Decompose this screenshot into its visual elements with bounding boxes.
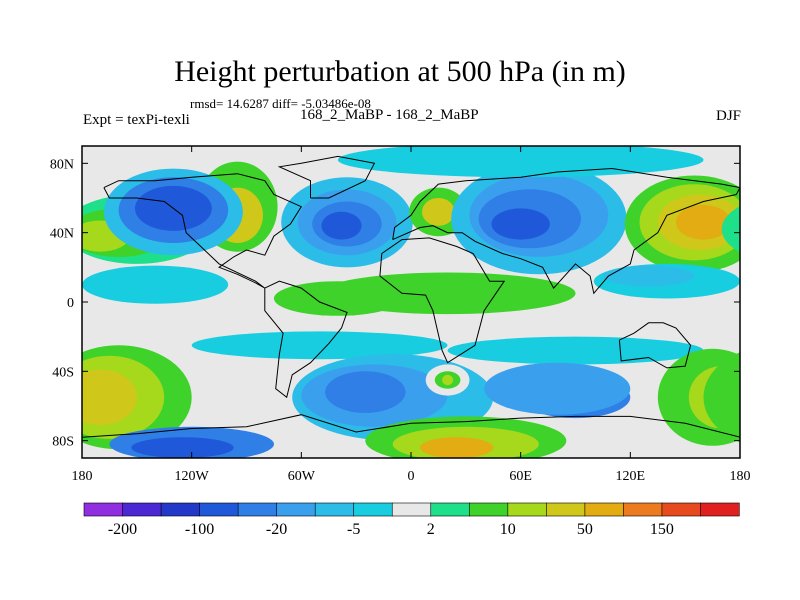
contour-sh-high-south-3: [420, 437, 494, 458]
contour-tropics-teal-e2: [602, 265, 695, 287]
x-tick-label: 60E: [509, 469, 532, 484]
contour-natl-low-4: [321, 211, 362, 240]
contour-antarctic-low-w2: [131, 437, 234, 458]
colorbar-swatch: [83, 502, 124, 517]
colorbar-swatch: [468, 502, 509, 517]
colorbar-label: 50: [577, 521, 593, 538]
colorbar-label: -20: [266, 521, 287, 538]
contour-field: [82, 146, 740, 458]
stats-label: rmsd= 14.6287 diff= -5.03486e-08: [190, 96, 371, 111]
contour-tropics-green-2: [273, 281, 402, 316]
colorbar-swatch: [199, 502, 239, 517]
colorbar-swatch: [122, 502, 162, 517]
contour-satl-low-3: [325, 371, 406, 413]
colorbar-swatch: [237, 502, 278, 517]
colorbar-swatch: [353, 502, 393, 517]
coastline-north-america: [103, 173, 303, 289]
coastline-greenland: [277, 155, 376, 199]
page-title: Height perturbation at 500 hPa (in m): [174, 55, 626, 88]
colorbar-swatch: [391, 502, 432, 517]
colorbar-swatch: [700, 502, 740, 517]
x-tick-label: 180: [72, 469, 93, 484]
contour-pacific-pos-wrap: [721, 206, 740, 253]
y-tick-label: 40N: [50, 227, 74, 242]
season-label: DJF: [715, 108, 741, 124]
x-tick-label: 120E: [616, 469, 646, 484]
x-tick-label: 60W: [288, 469, 316, 484]
map-axes: 180 120W 60W 0 60E 120E 180 80N 40N 0 40S 80S: [50, 146, 751, 484]
contour-arctic-blue: [337, 146, 704, 178]
colorbar-swatch: [546, 502, 586, 517]
coastline-antarctica: [82, 414, 740, 438]
colorbar-swatch: [160, 502, 201, 517]
colorbar-swatch: [623, 502, 663, 517]
contour-nwpac-high-4: [676, 205, 731, 240]
colorbar-label: 2: [427, 521, 435, 538]
map-area: 180 120W 60W 0 60E 120E 180 80N 40N 0 40S 80S: [50, 145, 751, 484]
contour-indian-low-2: [484, 362, 631, 415]
colorbar-label: 10: [500, 521, 516, 538]
colorbar-swatch: [661, 502, 702, 517]
x-tick-label: 120W: [175, 469, 210, 484]
contour-sh-center-yellow: [442, 374, 454, 386]
y-tick-label: 0: [67, 296, 74, 311]
x-tick-label: 180: [730, 469, 751, 484]
experiment-label: Expt = texPi-texli: [83, 112, 190, 128]
contour-tropics-teal-w: [82, 265, 229, 304]
coastline: [82, 155, 740, 438]
y-tick-label: 80N: [50, 157, 74, 172]
colorbar-label: 150: [650, 521, 674, 538]
colorbar-swatch: [430, 502, 470, 517]
y-tick-label: 80S: [52, 435, 74, 450]
contour-sh-cyan-band: [191, 331, 448, 360]
colorbar-swatch: [276, 502, 316, 517]
colorbar: -200 -100 -20 -5 2 10 50 150: [83, 502, 740, 538]
chart-subtitle: 168_2_MaBP - 168_2_MaBP: [300, 107, 479, 123]
y-tick-label: 40S: [52, 365, 74, 380]
colorbar-swatch: [507, 502, 547, 517]
colorbar-swatch: [314, 502, 355, 517]
contour-spac-high-3: [82, 369, 137, 425]
x-tick-label: 0: [408, 469, 415, 484]
contour-eurasia-low-4: [491, 208, 550, 240]
coastline-australia: [618, 322, 692, 369]
colorbar-label: -100: [185, 521, 214, 538]
coastline-eurasia: [392, 167, 740, 295]
colorbar-swatch: [584, 502, 625, 517]
contour-europe-pos-core: [422, 198, 455, 226]
colorbar-label: -5: [347, 521, 360, 538]
coastline-south-america: [264, 280, 348, 399]
contour-sh-cyan-band-e: [447, 336, 704, 365]
colorbar-label: -200: [108, 521, 137, 538]
contour-spac-high-wrap: [703, 352, 740, 443]
coastline-africa: [379, 237, 506, 364]
